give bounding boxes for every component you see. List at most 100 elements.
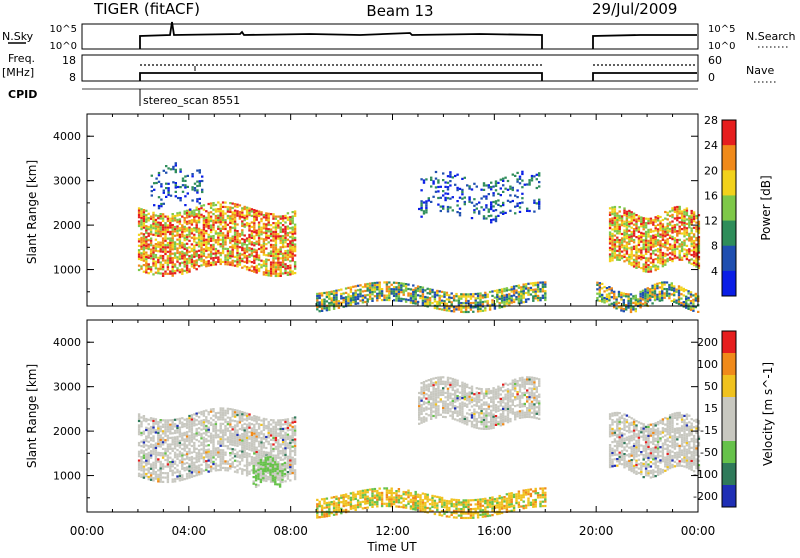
data-cell [538,174,540,176]
data-cell [265,427,267,429]
data-cell [220,416,222,418]
data-cell [140,210,142,212]
data-cell [212,437,214,439]
data-cell [227,250,229,252]
data-cell [208,212,210,214]
data-cell [544,286,546,288]
data-cell [179,256,181,258]
data-cell [256,230,258,232]
data-cell [203,209,205,211]
data-cell [683,255,685,257]
data-cell [187,186,189,188]
data-cell [210,470,212,472]
data-cell [198,451,200,453]
data-cell [152,466,154,468]
data-cell [458,306,460,308]
data-cell [647,231,649,233]
data-cell [294,224,296,226]
data-cell [645,242,647,244]
data-cell [162,452,164,454]
data-cell [538,207,540,209]
data-cell [473,198,475,200]
data-cell [239,218,241,220]
data-cell [246,463,248,465]
data-cell [272,421,274,423]
data-cell [379,295,381,297]
data-cell [236,206,238,208]
data-cell [138,256,140,258]
data-cell [140,239,142,241]
data-cell [292,244,294,246]
data-cell [626,222,628,224]
data-cell [623,304,625,306]
data-cell [495,220,497,222]
data-cell [172,266,174,268]
data-cell [241,411,243,413]
data-cell [440,206,442,208]
data-cell [222,212,224,214]
data-cell [398,297,400,299]
data-cell [186,227,188,229]
data-cell [138,413,140,415]
data-cell [150,240,152,242]
data-cell [655,218,657,220]
data-cell [215,467,217,469]
data-cell [205,462,207,464]
data-cell [272,240,274,242]
data-cell [277,468,279,470]
data-cell [232,251,234,253]
data-cell [160,217,162,219]
data-cell [152,212,154,214]
data-cell [294,454,296,456]
data-cell [270,233,272,235]
data-cell [606,300,608,302]
data-cell [198,440,200,442]
data-cell [184,210,186,212]
data-cell [253,448,255,450]
data-cell [292,419,294,421]
data-cell [673,288,675,290]
data-cell [275,428,277,430]
data-cell [232,220,234,222]
data-cell [281,470,283,472]
data-cell [527,283,529,285]
data-cell [152,431,154,433]
data-cell [596,297,598,299]
data-cell [169,430,171,432]
data-cell [609,238,611,240]
data-cell [140,246,142,248]
data-cell [539,290,541,292]
data-cell [599,293,601,295]
data-cell [263,232,265,234]
data-cell [284,257,286,259]
data-cell [253,249,255,251]
data-cell [160,474,162,476]
data-cell [369,294,371,296]
data-cell [160,439,162,441]
data-cell [650,242,652,244]
data-cell [169,443,171,445]
data-cell [650,231,652,233]
data-cell [246,213,248,215]
data-cell [681,221,683,223]
data-cell [627,296,629,298]
data-cell [451,310,453,312]
data-cell [650,222,652,224]
data-cell [244,219,246,221]
data-cell [488,215,490,217]
data-cell [693,247,695,249]
data-cell [232,466,234,468]
data-cell [539,282,541,284]
data-cell [284,434,286,436]
data-cell [248,238,250,240]
data-cell [191,467,193,469]
data-cell [340,297,342,299]
data-cell [603,297,605,299]
data-cell [165,172,167,174]
data-cell [352,299,354,301]
data-cell [477,302,479,304]
data-cell [208,444,210,446]
data-cell [164,459,166,461]
data-cell [150,455,152,457]
data-cell [616,239,618,241]
